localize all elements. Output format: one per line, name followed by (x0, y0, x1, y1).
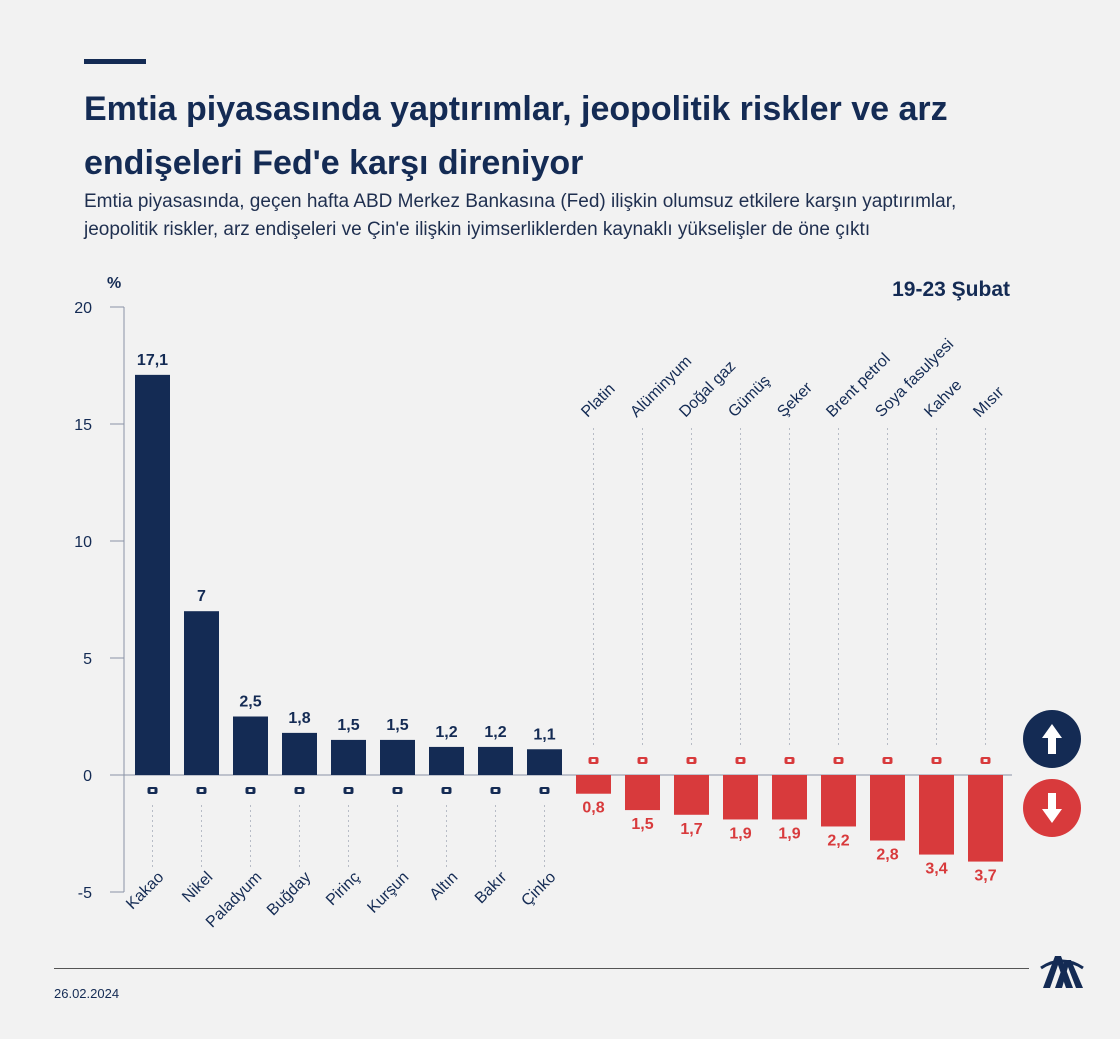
flame-icon (686, 757, 697, 764)
value-label: 1,2 (435, 724, 457, 741)
value-label: 3,7 (974, 868, 996, 885)
corn-icon (980, 757, 991, 764)
metal-bars-icon (637, 757, 648, 764)
category-label: Nikel (179, 869, 216, 906)
category-label: Mısır (970, 383, 1008, 421)
bar-Alüminyum (625, 775, 660, 811)
page-subtitle: Emtia piyasasında, geçen hafta ABD Merke… (84, 191, 957, 240)
value-label: 1,5 (631, 816, 653, 833)
metal-bars-icon (539, 787, 550, 794)
aa-logo (1040, 956, 1084, 988)
soybean-icon (882, 757, 893, 764)
bar-Soya fasulyesi (870, 775, 905, 841)
category-label: Pirinç (323, 869, 363, 909)
bar-Doğal gaz (674, 775, 709, 815)
title-rule (84, 59, 146, 64)
category-label: Kahve (921, 377, 965, 421)
down-arrow-icon (1023, 779, 1081, 837)
category-label: Platin (578, 381, 618, 421)
value-label: 1,5 (386, 717, 408, 734)
y-tick-label: 5 (83, 651, 92, 668)
date-label: 26.02.2024 (54, 986, 120, 1001)
coffee-icon (931, 757, 942, 764)
value-label: 0,8 (582, 800, 604, 817)
bar-Paladyum (233, 716, 268, 775)
value-label: 3,4 (925, 861, 947, 878)
bar-Kahve (919, 775, 954, 855)
category-label: Bakır (472, 868, 511, 907)
value-label: 1,7 (680, 821, 702, 838)
y-tick-label: 20 (74, 300, 92, 317)
y-tick-label: -5 (78, 885, 92, 902)
y-tick-label: 0 (83, 768, 92, 785)
metal-bars-icon (392, 787, 403, 794)
bar-Mısır (968, 775, 1003, 862)
footer-rule (54, 968, 1029, 969)
sugar-icon (784, 757, 795, 764)
category-label: Kakao (123, 869, 167, 913)
y-tick-label: 10 (74, 534, 92, 551)
bar-Nikel (184, 611, 219, 775)
y-tick-label: 15 (74, 417, 92, 434)
value-label: 1,8 (288, 710, 310, 727)
metal-bars-icon (490, 787, 501, 794)
y-axis-label: % (107, 275, 121, 292)
category-label: Kurşun (364, 869, 412, 917)
value-label: 7 (197, 588, 206, 605)
value-label: 1,9 (778, 825, 800, 842)
bar-Gümüş (723, 775, 758, 820)
value-label: 2,8 (876, 847, 898, 864)
bar-Pirinç (331, 739, 366, 775)
cocoa-icon (147, 787, 158, 794)
category-label: Çinko (518, 869, 559, 910)
metal-bars-icon (735, 757, 746, 764)
page-title: Emtia piyasasında yaptırımlar, jeopoliti… (84, 90, 948, 182)
metal-bars-icon (245, 787, 256, 794)
bar-Kakao (135, 374, 170, 775)
bar-Kurşun (380, 739, 415, 775)
oil-barrel-icon (833, 757, 844, 764)
bar-Çinko (527, 749, 562, 775)
bar-Bakır (478, 746, 513, 775)
up-arrow-icon (1023, 710, 1081, 768)
value-label: 17,1 (137, 352, 168, 369)
category-label: Altın (427, 869, 462, 904)
metal-bars-icon (196, 787, 207, 794)
rice-sack-icon (343, 787, 354, 794)
bar-Buğday (282, 732, 317, 775)
category-label: Şeker (774, 379, 816, 421)
value-label: 1,9 (729, 825, 751, 842)
metal-bars-icon (441, 787, 452, 794)
value-label: 1,2 (484, 724, 506, 741)
bar-Altın (429, 746, 464, 775)
bar-chart: % 19-23 Şubat -5 0 5 10 15 20 17,1 Kakao 7 Nikel… (74, 275, 1081, 931)
period-label: 19-23 Şubat (892, 278, 1010, 301)
value-label: 2,2 (827, 832, 849, 849)
wheat-icon (294, 787, 305, 794)
bar-Şeker (772, 775, 807, 820)
category-label: Buğday (264, 869, 314, 919)
value-label: 1,5 (337, 717, 359, 734)
value-label: 2,5 (239, 694, 261, 711)
category-label: Gümüş (725, 372, 773, 420)
value-label: 1,1 (533, 726, 555, 743)
bar-Platin (576, 775, 611, 794)
bar-Brent petrol (821, 775, 856, 827)
metal-bars-icon (588, 757, 599, 764)
